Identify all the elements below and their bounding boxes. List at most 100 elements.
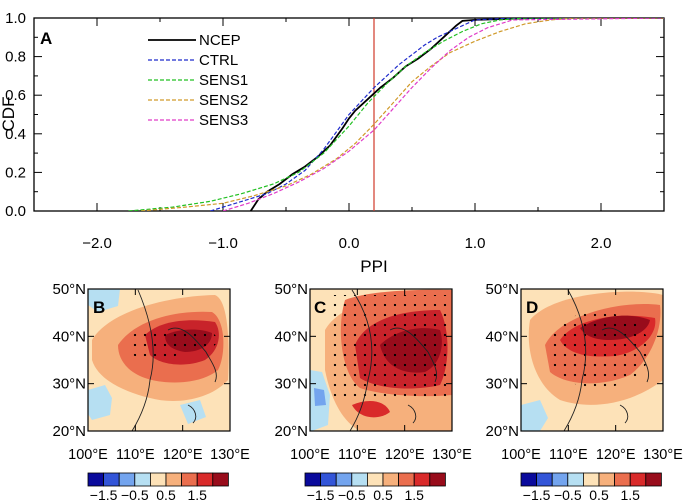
cdf-legend: NCEP CTRL SENS1 SENS2 SENS3 <box>148 32 248 129</box>
panel-label-b: B <box>93 298 105 317</box>
legend-label-sens1: SENS1 <box>199 72 248 89</box>
map-lon-label: 120°E <box>596 447 636 463</box>
panel-label-d: D <box>526 298 538 317</box>
map-lat-label: 30°N <box>274 376 308 393</box>
map-b-stipple <box>127 329 183 361</box>
cdf-series-lines <box>128 18 664 211</box>
map-c-frame <box>309 288 453 432</box>
colorbar-swatch <box>165 472 183 487</box>
map-lon-label: 120°E <box>385 447 425 463</box>
map-b-axes: 20°N 30°N 40°N 50°N 100°E 110°E 120°E 130°E <box>52 281 250 463</box>
map-d-axes: 20°N 30°N 40°N 50°N 100°E 110°E 120°E 130°E <box>485 281 683 463</box>
colorbar-tick-label: −0.5 <box>121 487 149 503</box>
colorbar-swatch <box>134 472 151 487</box>
map-d-stipple <box>546 312 650 388</box>
colorbar-swatch <box>366 472 384 487</box>
colorbar-tick-label: 0.5 <box>156 487 176 503</box>
map-lat-label: 50°N <box>52 281 86 298</box>
map-lon-label: 100°E <box>290 447 330 463</box>
map-d-coastline <box>563 289 587 432</box>
colorbar-tick-label: 1.5 <box>404 487 424 503</box>
colorbar-swatch <box>536 472 553 487</box>
colorbar-swatch <box>196 472 214 487</box>
map-lon-label: 130°E <box>643 447 683 463</box>
map-lat-label: 20°N <box>52 423 86 440</box>
colorbar-swatch <box>103 472 120 487</box>
panel-label-a: A <box>40 29 52 48</box>
colorbar-swatch <box>212 472 229 487</box>
map-c-coastline <box>389 327 438 383</box>
colorbar-swatch <box>398 472 415 487</box>
map-c-negative-region <box>314 388 326 406</box>
map-d-coastline <box>619 404 629 424</box>
map-lat-label: 50°N <box>274 281 308 298</box>
map-c-axes: 20°N 30°N 40°N 50°N 100°E 110°E 120°E 130°E <box>274 281 472 463</box>
colorbar-swatch <box>351 472 368 487</box>
colorbar-swatch <box>335 472 353 487</box>
map-lat-label: 30°N <box>485 376 519 393</box>
map-lat-label: 40°N <box>485 328 519 345</box>
map-lon-label: 100°E <box>68 447 108 463</box>
cdf-x-tick-label: 1.0 <box>465 235 486 252</box>
map-lat-label: 40°N <box>52 328 86 345</box>
map-b-frame <box>87 288 231 432</box>
map-c-coastline <box>407 404 417 424</box>
legend-label-sens2: SENS2 <box>199 92 248 109</box>
colorbar-tick-label: −1.5 <box>90 487 118 503</box>
colorbar-tick-label: 1.5 <box>620 487 640 503</box>
colorbar-b: −1.5 −0.5 0.5 1.5 <box>87 472 229 503</box>
map-c-stipple <box>330 295 450 400</box>
legend-label-sens3: SENS3 <box>199 112 248 129</box>
colorbar-swatch <box>551 472 569 487</box>
cdf-y-tick-label: 0.4 <box>5 126 26 143</box>
colorbar-tick-label: −0.5 <box>554 487 582 503</box>
colorbar-swatch <box>583 472 600 487</box>
colorbar-swatch <box>629 472 647 487</box>
colorbar-swatch <box>598 472 616 487</box>
legend-label-ncep: NCEP <box>199 32 241 49</box>
map-lon-label: 130°E <box>210 447 250 463</box>
map-lon-label: 120°E <box>163 447 203 463</box>
colorbar-tick-label: −1.5 <box>307 487 335 503</box>
colorbar-tick-label: 0.5 <box>589 487 609 503</box>
map-b-coastline <box>167 327 217 383</box>
colorbar-swatch <box>614 472 631 487</box>
colorbar-tick-label: −1.5 <box>523 487 551 503</box>
cdf-axis-ticks: −2.0 −1.0 0.0 1.0 2.0 0.0 0.2 0.4 0.6 0.8 1.0 <box>5 10 665 252</box>
cdf-x-tick-label: −2.0 <box>82 235 112 252</box>
cdf-y-tick-label: 0.6 <box>5 87 26 104</box>
series-line-sens2 <box>141 18 664 211</box>
map-lat-label: 40°N <box>274 328 308 345</box>
series-line-sens3 <box>222 18 664 211</box>
map-panel-d: D 20°N 30°N 40°N 50°N 100°E 110°E 120°E 130°E −… <box>485 281 683 503</box>
map-b-coastline <box>131 289 154 431</box>
colorbar-swatch <box>87 472 105 487</box>
colorbar-tick-label: 0.5 <box>373 487 393 503</box>
map-d-negative-region <box>521 400 548 431</box>
map-c-coastline <box>349 289 373 432</box>
cdf-y-axis-label: CDF <box>0 97 18 132</box>
map-lon-label: 110°E <box>549 447 588 463</box>
map-lon-label: 110°E <box>116 447 155 463</box>
cdf-y-tick-label: 0.2 <box>5 164 26 181</box>
map-b-coastline <box>187 404 197 424</box>
colorbar-swatch <box>645 472 662 487</box>
cdf-y-tick-label: 0.0 <box>5 203 26 220</box>
colorbar-swatch <box>118 472 136 487</box>
map-b-negative-region <box>180 400 206 424</box>
map-b-negative-region <box>88 289 120 312</box>
map-panel-b: B 20°N 30°N 40°N 50°N 100°E 110°E 120°E 130°E −… <box>52 281 250 503</box>
map-lon-label: 130°E <box>432 447 472 463</box>
map-lat-label: 20°N <box>485 423 519 440</box>
map-lon-label: 100°E <box>501 447 541 463</box>
colorbar-c: −1.5 −0.5 0.5 1.5 <box>304 472 446 503</box>
colorbar-swatch <box>382 472 400 487</box>
colorbar-swatch <box>320 472 337 487</box>
map-lat-label: 50°N <box>485 281 519 298</box>
colorbar-tick-label: −0.5 <box>338 487 366 503</box>
map-panel-c: C 20°N 30°N 40°N 50°N 100°E 110°E 120°E 130°E −… <box>274 281 472 503</box>
series-line-sens1 <box>128 18 664 211</box>
colorbar-swatch <box>181 472 198 487</box>
map-c-strong-region <box>352 400 390 418</box>
map-b-negative-region <box>88 385 112 420</box>
